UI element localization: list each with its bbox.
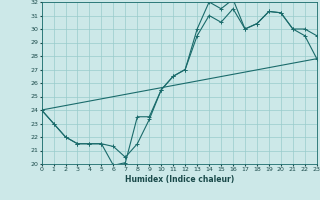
X-axis label: Humidex (Indice chaleur): Humidex (Indice chaleur) xyxy=(124,175,234,184)
